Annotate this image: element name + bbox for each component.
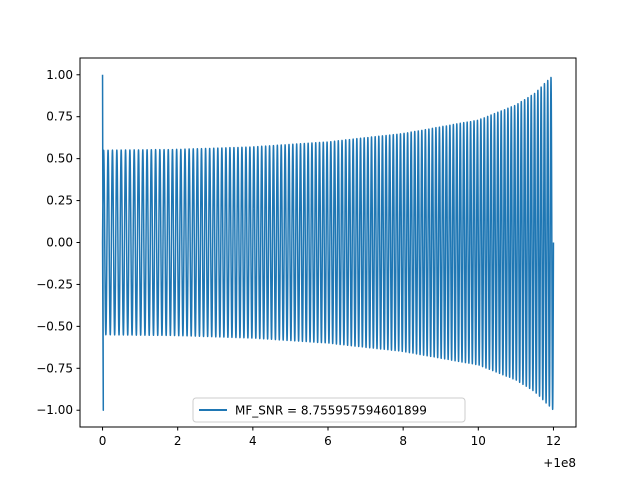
x-tick-label: 8 <box>399 434 407 448</box>
x-tick-label: 2 <box>174 434 182 448</box>
x-axis: 0 2 4 6 8 10 12 <box>99 427 561 448</box>
y-tick-label: 1.00 <box>46 68 73 82</box>
series-line <box>101 74 555 411</box>
x-tick-label: 4 <box>249 434 257 448</box>
x-tick-label: 0 <box>99 434 107 448</box>
legend-label: MF_SNR = 8.755957594601899 <box>235 404 427 418</box>
y-tick-label: −0.50 <box>36 319 73 333</box>
y-tick-label: 0.75 <box>46 110 73 124</box>
y-tick-label: −0.25 <box>36 277 73 291</box>
y-tick-label: 0.00 <box>46 236 73 250</box>
x-tick-label: 6 <box>324 434 332 448</box>
x-tick-label: 12 <box>546 434 561 448</box>
y-tick-label: 0.50 <box>46 152 73 166</box>
x-tick-label: 10 <box>471 434 486 448</box>
x-offset-label: +1e8 <box>543 456 576 470</box>
y-tick-label: 0.25 <box>46 194 73 208</box>
y-axis: 1.00 0.75 0.50 0.25 0.00 −0.25 −0.50 −0.75 −1.00 <box>36 68 80 417</box>
y-tick-label: −0.75 <box>36 361 73 375</box>
y-tick-label: −1.00 <box>36 403 73 417</box>
legend: MF_SNR = 8.755957594601899 <box>192 397 466 423</box>
plot-area <box>79 57 577 428</box>
legend-box <box>192 397 466 423</box>
